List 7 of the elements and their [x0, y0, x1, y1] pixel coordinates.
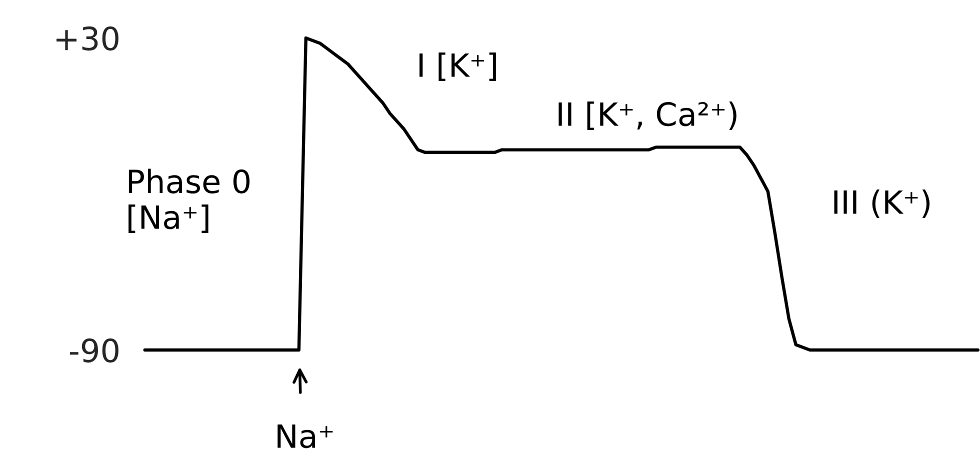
- y-tick-label: -90: [70, 338, 118, 363]
- text: Na⁺: [278, 424, 333, 448]
- annotation: III (K⁺): [834, 189, 930, 218]
- annotation: II [K⁺, Ca²⁺): [558, 101, 736, 130]
- annotation: Phase 0 [Na⁺]: [128, 168, 250, 234]
- annotation: I [K⁺]: [420, 52, 496, 81]
- y-tick-label: +30: [56, 26, 118, 51]
